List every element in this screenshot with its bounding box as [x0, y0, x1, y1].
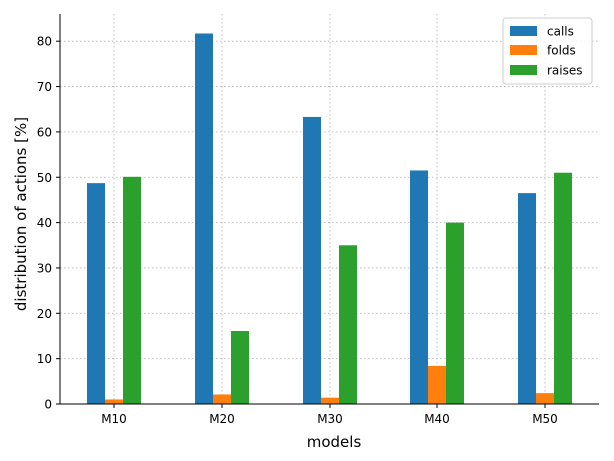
x-tick-label: M30	[317, 412, 343, 426]
bar-folds-M20	[213, 394, 231, 404]
y-tick-label: 0	[44, 398, 52, 412]
bar-folds-M10	[105, 399, 123, 404]
bar-calls-M40	[410, 170, 428, 404]
legend-swatch-raises	[510, 65, 537, 75]
bar-folds-M30	[321, 397, 339, 404]
y-tick-label: 20	[37, 307, 52, 321]
bar-raises-M50	[554, 172, 572, 404]
x-tick-label: M20	[209, 412, 235, 426]
x-tick-label: M50	[532, 412, 558, 426]
y-tick-label: 80	[37, 35, 52, 49]
x-tick-label: M10	[101, 412, 127, 426]
y-tick-label: 70	[37, 80, 52, 94]
x-axis-label: models	[307, 433, 362, 451]
bar-raises-M10	[123, 176, 141, 404]
bar-folds-M40	[428, 365, 446, 404]
legend-label-raises: raises	[547, 64, 583, 78]
legend-label-folds: folds	[547, 44, 576, 58]
y-tick-label: 10	[37, 352, 52, 366]
bar-folds-M50	[536, 393, 554, 404]
bar-calls-M20	[195, 33, 213, 404]
legend: calls folds raises	[502, 17, 593, 85]
y-tick-label: 50	[37, 171, 52, 185]
legend-swatch-calls	[510, 26, 537, 36]
y-axis-label: distribution of actions [%]	[12, 117, 30, 311]
bar-raises-M30	[339, 245, 357, 404]
ticks: 0 10 20 30 40 50 60 70 80 M10 M20 M30 M40 M50	[37, 35, 558, 426]
bar-calls-M30	[303, 116, 321, 404]
bar-raises-M20	[231, 330, 249, 404]
legend-swatch-folds	[510, 45, 537, 55]
bar-calls-M50	[518, 193, 536, 404]
bar-calls-M10	[87, 183, 105, 404]
bars	[87, 33, 572, 404]
legend-label-calls: calls	[547, 25, 574, 39]
y-tick-label: 60	[37, 125, 52, 139]
y-tick-label: 40	[37, 216, 52, 230]
y-tick-label: 30	[37, 261, 52, 275]
x-tick-label: M40	[424, 412, 450, 426]
bar-raises-M40	[446, 222, 464, 404]
